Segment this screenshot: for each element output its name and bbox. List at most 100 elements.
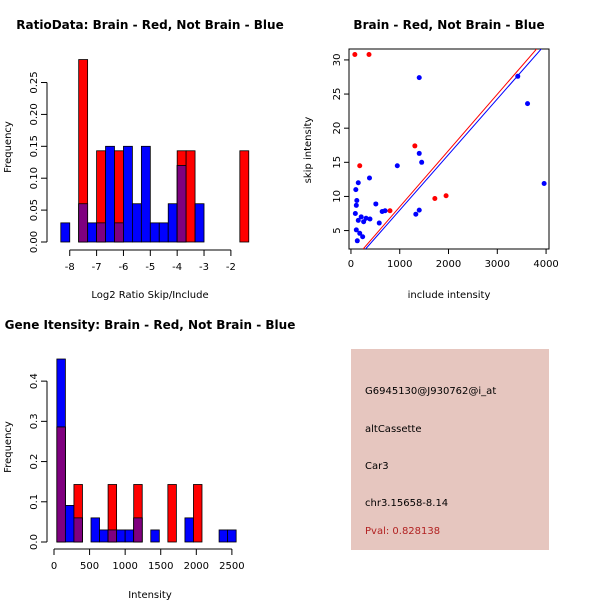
not-brain-bar	[90, 517, 100, 543]
not-brain-bar	[124, 529, 135, 543]
y-tick-label: 0.05	[29, 199, 40, 221]
ratio-title: RatioData: Brain - Red, Not Brain - Blue	[16, 18, 283, 32]
brain-bar	[193, 484, 203, 543]
brain-point	[357, 163, 363, 169]
genomic-location: chr3.15658-8.14	[365, 498, 449, 509]
gene-title: Gene Itensity: Brain - Red, Not Brain - …	[5, 318, 296, 332]
not-brain-point	[416, 207, 422, 213]
y-tick-label: 0.0	[29, 534, 40, 550]
scatter-ylabel: skip intensity	[303, 117, 314, 184]
x-tick-label: 0	[348, 259, 354, 270]
not-brain-point	[355, 180, 361, 186]
y-tick-label: 0.15	[29, 135, 40, 157]
not-brain-bar	[149, 222, 160, 243]
brain-bar	[167, 484, 177, 543]
x-tick-label: 4000	[533, 259, 558, 270]
not-brain-point	[357, 230, 363, 236]
x-tick-label: 0	[51, 561, 57, 572]
brain-point	[352, 51, 358, 57]
not-brain-point	[353, 187, 359, 193]
y-tick-label: 10	[332, 190, 343, 203]
y-tick-label: 0.00	[29, 231, 40, 253]
y-tick-label: 20	[332, 122, 343, 135]
y-tick-label: 0.20	[29, 103, 40, 125]
not-brain-point	[382, 208, 388, 214]
not-brain-point	[515, 73, 521, 79]
not-brain-point	[353, 227, 359, 233]
not-brain-point	[419, 159, 425, 165]
x-tick-label: 1500	[148, 561, 173, 572]
brain-point	[366, 51, 372, 57]
brain-point	[387, 208, 393, 214]
overlap-bar	[78, 203, 89, 243]
not-brain-point	[354, 238, 360, 244]
x-tick-label: -2	[226, 262, 236, 273]
not-brain-bar	[167, 203, 178, 243]
not-brain-bar	[60, 222, 71, 243]
gene-intensity-histogram: Gene Itensity: Brain - Red, Not Brain - …	[3, 318, 296, 601]
not-brain-point	[373, 201, 379, 207]
not-brain-bar	[218, 529, 229, 543]
scatter-title: Brain - Red, Not Brain - Blue	[353, 18, 544, 32]
overlap-bar	[176, 165, 187, 243]
not-brain-point	[376, 220, 382, 226]
y-tick-label: 25	[332, 88, 343, 101]
not-brain-bar	[194, 203, 205, 243]
brain-bar	[239, 150, 250, 243]
overlap-bar	[73, 517, 83, 543]
not-brain-bar	[105, 145, 115, 243]
x-tick-label: 1000	[387, 259, 412, 270]
not-brain-point	[363, 215, 369, 221]
not-brain-point	[353, 202, 359, 208]
y-tick-label: 0.2	[29, 454, 40, 470]
not-brain-bar	[150, 529, 160, 543]
not-brain-point	[354, 198, 360, 204]
overlap-bar	[114, 222, 124, 243]
x-tick-label: 1000	[112, 561, 137, 572]
ratio-xlabel: Log2 Ratio Skip/Include	[91, 290, 208, 301]
brain-point	[432, 195, 438, 201]
not-brain-bar	[158, 222, 169, 243]
pvalue: Pval: 0.828138	[365, 526, 441, 537]
not-brain-point	[352, 211, 358, 217]
not-brain-point	[416, 75, 422, 81]
brain-point	[412, 143, 418, 149]
not-brain-bar	[140, 145, 151, 243]
y-tick-label: 5	[332, 227, 343, 233]
not-brain-bar	[99, 529, 109, 543]
x-tick-label: -7	[92, 262, 102, 273]
not-brain-bar	[116, 529, 126, 543]
x-tick-label: -6	[118, 262, 128, 273]
x-tick-label: 2000	[184, 561, 209, 572]
gene-name: Car3	[365, 461, 389, 472]
brain-fit-line	[362, 49, 538, 249]
y-tick-label: 0.4	[29, 373, 40, 389]
overlap-bar	[133, 517, 143, 543]
not-brain-point	[358, 214, 364, 220]
not-brain-point	[394, 163, 400, 169]
overlap-bar	[107, 529, 118, 543]
x-tick-label: -3	[199, 262, 209, 273]
x-tick-label: 2000	[436, 259, 461, 270]
plot-box	[348, 48, 550, 250]
x-tick-label: 500	[80, 561, 99, 572]
not-brain-point	[525, 101, 531, 107]
overlap-bar	[56, 426, 66, 543]
not-brain-bar	[64, 505, 75, 543]
overlap-bar	[96, 222, 106, 243]
not-brain-point	[416, 150, 422, 156]
probe-id: G6945130@J930762@i_at	[365, 386, 497, 397]
not-brain-point	[360, 234, 366, 240]
brain-point	[443, 193, 449, 199]
ratio-ylabel: Frequency	[3, 121, 14, 173]
not-brain-bar	[132, 203, 142, 243]
x-tick-label: 3000	[485, 259, 510, 270]
gene-ylabel: Frequency	[3, 421, 14, 473]
y-tick-label: 15	[332, 156, 343, 169]
not-brain-point	[413, 211, 419, 217]
not-brain-bar	[227, 529, 237, 543]
not-brain-bar	[87, 222, 97, 243]
intensity-scatter: Brain - Red, Not Brain - Blue include in…	[303, 18, 559, 301]
not-brain-point	[541, 180, 547, 186]
